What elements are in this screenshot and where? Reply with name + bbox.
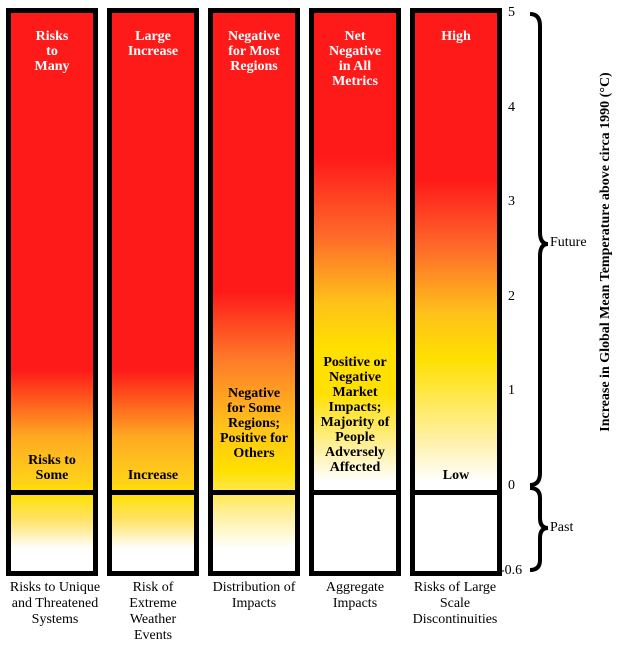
tick-0: 0: [508, 478, 515, 493]
column-top-label: Negative for Most Regions: [227, 29, 281, 74]
present-divider: [11, 490, 93, 495]
tick-1: 1: [508, 383, 515, 398]
column-top-label: Large Increase: [127, 29, 179, 59]
tick-5: 5: [508, 5, 515, 20]
tick-minus-0-6: -0.6: [500, 563, 523, 578]
column-large-scale-discontinuities: High Low: [410, 8, 502, 576]
column-extreme-weather: Large Increase Increase: [107, 8, 199, 576]
present-divider: [415, 490, 497, 495]
caption-large-scale-discontinuities: Risks of Large Scale Discontinuities: [412, 580, 498, 627]
column-low-label: Negative for Some Regions; Positive for …: [219, 386, 289, 461]
past-brace: [529, 486, 549, 572]
future-label: Future: [550, 235, 587, 250]
column-distribution-impacts: Negative for Most Regions Negative for S…: [208, 8, 300, 576]
caption-aggregate-impacts: Aggregate Impacts: [325, 580, 385, 611]
present-divider: [314, 490, 396, 495]
tick-2: 2: [508, 289, 515, 304]
column-top-label: Risks to Many: [34, 29, 70, 74]
column-top-label: High: [441, 29, 471, 44]
tick-4: 4: [508, 100, 515, 115]
column-unique-systems: Risks to Many Risks to Some: [6, 8, 98, 576]
caption-extreme-weather: Risk of Extreme Weather Events: [129, 580, 177, 643]
column-aggregate-impacts: Net Negative in All Metrics Positive or …: [309, 8, 401, 576]
caption-unique-systems: Risks to Unique and Threatened Systems: [9, 580, 101, 627]
tick-3: 3: [508, 194, 515, 209]
future-brace: [529, 12, 549, 487]
present-divider: [213, 490, 295, 495]
column-low-label: Increase: [127, 468, 179, 483]
present-divider: [112, 490, 194, 495]
column-low-label: Risks to Some: [28, 453, 76, 483]
y-axis-label: Increase in Global Mean Temperature abov…: [598, 72, 613, 432]
caption-distribution-impacts: Distribution of Impacts: [212, 580, 296, 611]
column-low-label: Low: [442, 468, 470, 483]
column-low-label: Positive or Negative Market Impacts; Maj…: [320, 355, 390, 475]
past-label: Past: [550, 520, 574, 535]
column-top-label: Net Negative in All Metrics: [328, 29, 382, 89]
